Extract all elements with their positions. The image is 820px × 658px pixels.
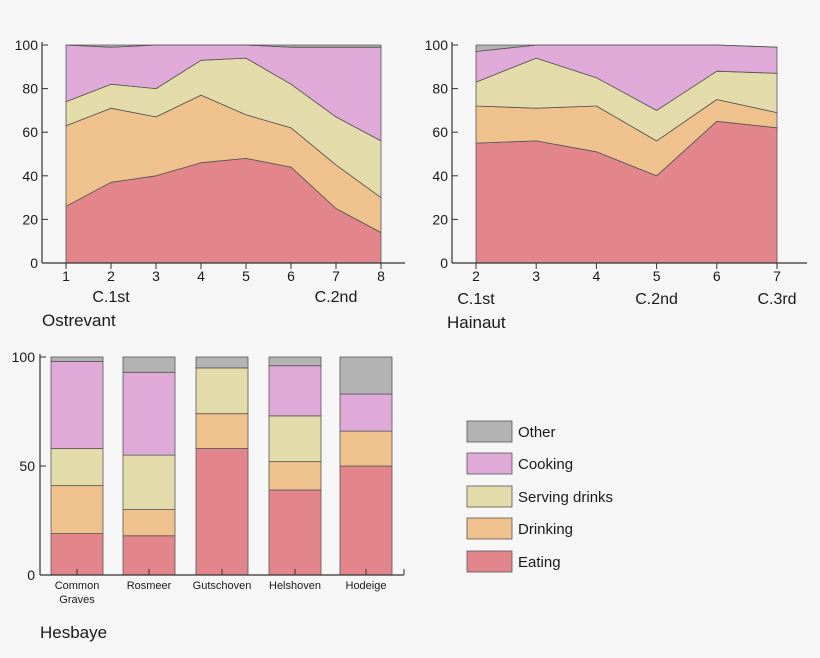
x-tick-label-line: Common <box>55 580 100 592</box>
bar-segment-rosmeer-cooking <box>122 371 176 456</box>
area-series-other <box>475 44 778 52</box>
x-tick-label-helshoven: Helshoven <box>269 580 321 592</box>
y-tick-label: 100 <box>12 349 36 365</box>
x-tick-label-line: Rosmeer <box>127 580 172 592</box>
bar-segment-helshoven-drinking <box>268 461 322 491</box>
period-label: C.3rd <box>757 291 796 308</box>
bar-segment-gutschoven-eating <box>195 448 249 576</box>
bar-segment-gutschoven-drinking <box>195 413 249 449</box>
x-tick-label-rosmeer: Rosmeer <box>127 580 172 592</box>
y-tick-label: 80 <box>22 81 38 97</box>
x-tick-label-line: Hodeige <box>346 580 387 592</box>
period-label: C.1st <box>92 289 130 306</box>
legend-label-other: Other <box>518 424 556 441</box>
period-label: C.1st <box>457 291 495 308</box>
area-series-other <box>65 44 382 48</box>
x-tick-label: 2 <box>472 268 480 284</box>
x-tick-label: 1 <box>62 268 70 284</box>
y-tick-label: 20 <box>22 211 38 227</box>
y-tick-label: 0 <box>440 255 448 271</box>
bar-segment-gutschoven-serving-drinks <box>195 367 249 415</box>
x-tick-label: 7 <box>332 268 340 284</box>
legend-label-serving-drinks: Serving drinks <box>518 489 613 506</box>
bar-segment-hodeige-drinking <box>339 430 393 467</box>
bar-segment-common-graves-drinking <box>50 485 104 534</box>
bar-segment-rosmeer-serving-drinks <box>122 454 176 511</box>
x-tick-label: 4 <box>197 268 205 284</box>
bar-segment-hodeige-cooking <box>339 393 393 432</box>
bar-segment-hodeige-other <box>339 356 393 395</box>
legend-swatch-other <box>466 420 513 443</box>
y-tick-label: 80 <box>432 81 448 97</box>
y-tick-label: 50 <box>19 458 35 474</box>
period-label: C.2nd <box>315 289 358 306</box>
x-tick-label-gutschoven: Gutschoven <box>193 580 252 592</box>
x-tick-label: 8 <box>377 268 385 284</box>
x-tick-label-hodeige: Hodeige <box>346 580 387 592</box>
legend-swatch-cooking <box>466 452 513 475</box>
x-tick-label: 5 <box>242 268 250 284</box>
x-tick-label: 7 <box>773 268 781 284</box>
bar-segment-helshoven-eating <box>268 489 322 576</box>
legend-label-drinking: Drinking <box>518 521 573 538</box>
y-tick-label: 60 <box>22 124 38 140</box>
bar-segment-gutschoven-other <box>195 356 249 369</box>
chart-ostrevant: 0 20 40 60 80 100 1 2 3 4 5 6 7 8 C.1st C.2nd Ostrevant <box>15 37 405 330</box>
legend-label-cooking: Cooking <box>518 456 573 473</box>
bar-segment-helshoven-cooking <box>268 365 322 417</box>
bar-segment-hodeige-eating <box>339 465 393 576</box>
bar-segment-common-graves-serving-drinks <box>50 448 104 487</box>
y-tick-label: 60 <box>432 124 448 140</box>
x-tick-label-line: Gutschoven <box>193 580 252 592</box>
panel-label: Hainaut <box>447 313 506 332</box>
legend-label-eating: Eating <box>518 554 561 571</box>
y-tick-label: 0 <box>27 567 35 583</box>
legend-swatch-eating <box>466 550 513 573</box>
y-tick-label: 20 <box>432 211 448 227</box>
y-tick-label: 100 <box>425 37 449 53</box>
bar-segment-common-graves-other <box>50 356 104 362</box>
bar-segment-helshoven-serving-drinks <box>268 415 322 463</box>
bar-segment-rosmeer-eating <box>122 535 176 576</box>
bar-segment-helshoven-other <box>268 356 322 367</box>
x-tick-label: 3 <box>152 268 160 284</box>
period-label: C.2nd <box>635 291 678 308</box>
x-tick-label: 4 <box>593 268 601 284</box>
x-tick-label-common-graves: Common Graves <box>55 580 100 606</box>
x-tick-label: 5 <box>653 268 661 284</box>
bar-segment-common-graves-cooking <box>50 360 104 449</box>
x-tick-label: 6 <box>287 268 295 284</box>
y-tick-label: 40 <box>432 168 448 184</box>
x-tick-label: 3 <box>532 268 540 284</box>
x-tick-label: 6 <box>713 268 721 284</box>
legend-swatch-drinking <box>466 517 513 540</box>
y-tick-label: 100 <box>15 37 39 53</box>
bar-segment-rosmeer-other <box>122 356 176 373</box>
legend: Other Cooking Serving drinks Drinking Eating <box>466 420 613 573</box>
bar-segment-rosmeer-drinking <box>122 509 176 537</box>
legend-swatch-serving-drinks <box>466 485 513 508</box>
y-tick-label: 40 <box>22 168 38 184</box>
chart-hesbaye: 0 50 100 Common Graves Rosmeer Gutschoven Helsh… <box>12 349 405 642</box>
chart-hainaut: 0 20 40 60 80 100 2 3 4 5 6 7 C.1st C.2nd C.3rd Hainaut <box>425 37 807 332</box>
x-tick-label-line: Graves <box>59 594 95 606</box>
x-tick-label-line: Helshoven <box>269 580 321 592</box>
x-tick-label: 2 <box>107 268 115 284</box>
bar-segment-common-graves-eating <box>50 533 104 576</box>
y-tick-label: 0 <box>30 255 38 271</box>
panel-label: Hesbaye <box>40 623 107 642</box>
panel-label: Ostrevant <box>42 311 116 330</box>
